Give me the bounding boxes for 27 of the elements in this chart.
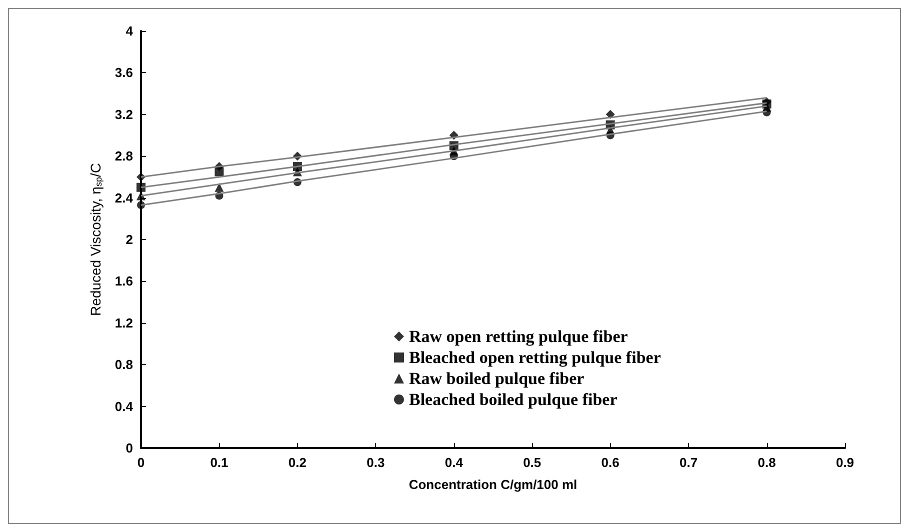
y-tick-label: 0.8 bbox=[114, 357, 133, 372]
y-tick-label: 1.6 bbox=[114, 274, 133, 289]
y-tick-label: 2 bbox=[126, 232, 133, 247]
x-tick-label: 0.9 bbox=[836, 455, 854, 470]
y-axis-title: Reduced Viscosity, ηsp/C bbox=[88, 163, 104, 316]
x-tick-label: 0.6 bbox=[601, 455, 620, 470]
y-tick-label: 2.8 bbox=[114, 148, 133, 164]
x-tick-label: 0 bbox=[137, 455, 145, 470]
legend-label: Bleached open retting pulque fiber bbox=[409, 348, 662, 367]
legend-label: Bleached boiled pulque fiber bbox=[409, 390, 618, 409]
x-tick-label: 0.8 bbox=[758, 455, 776, 470]
y-tick-label: 0 bbox=[126, 440, 133, 456]
x-tick-label: 0.3 bbox=[366, 455, 385, 470]
y-tick-label: 3.6 bbox=[114, 65, 133, 80]
y-tick-label: 1.2 bbox=[114, 315, 133, 330]
x-axis-title: Concentration C/gm/100 ml bbox=[408, 477, 578, 492]
y-tick-label: 2.4 bbox=[114, 190, 134, 206]
x-tick-label: 0.7 bbox=[680, 455, 698, 470]
y-tick-label: 3.2 bbox=[114, 106, 133, 122]
x-tick-label: 0.2 bbox=[288, 455, 306, 470]
y-tick-label: 4 bbox=[126, 24, 134, 38]
x-tick-label: 0.5 bbox=[523, 455, 542, 470]
x-tick-label: 0.1 bbox=[210, 455, 228, 470]
y-tick-label: 0.4 bbox=[114, 398, 134, 414]
legend-label: Raw open retting pulque fiber bbox=[409, 327, 628, 346]
x-tick-label: 0.4 bbox=[444, 455, 464, 470]
legend-label: Raw boiled pulque fiber bbox=[409, 369, 585, 388]
